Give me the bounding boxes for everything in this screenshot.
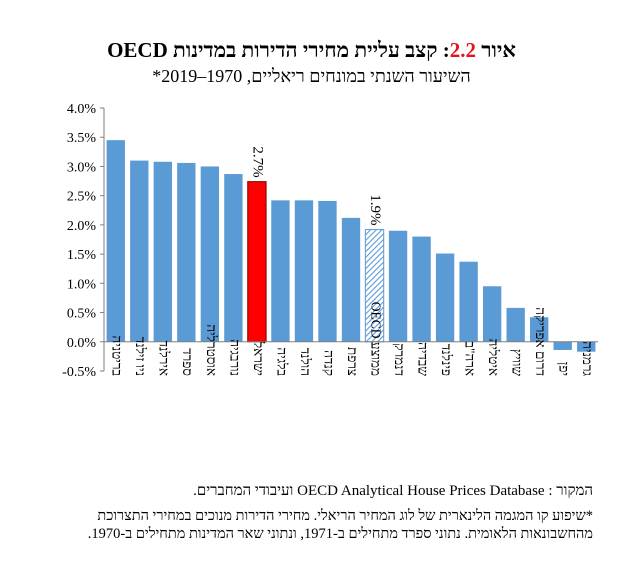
- x-tick-label: צרפת: [345, 347, 360, 376]
- chart-title-block: איור 2.2: קצב עליית מחירי הדירות במדינות…: [0, 38, 623, 87]
- bar: [247, 181, 267, 343]
- footnote: *שיפוע קו המגמה הלינארית של לוג המחיר הר…: [87, 508, 593, 542]
- bar: [294, 200, 314, 342]
- x-tick-label: ניו זילנד: [133, 337, 148, 376]
- x-tick-label: בלגיה: [274, 347, 289, 376]
- y-tick-label: 1.0%: [67, 277, 97, 292]
- bar: [130, 160, 149, 342]
- title-text: : קצב עליית מחירי הדירות במדינות OECD: [107, 38, 450, 62]
- bar: [506, 307, 525, 342]
- x-tick-label: דנמרק: [392, 343, 407, 376]
- oecd-data-label: 1.9%: [367, 194, 383, 225]
- y-tick-label: 0.0%: [67, 336, 97, 351]
- x-tick-label: דרום אפריקה: [533, 307, 548, 376]
- y-tick-label: 0.5%: [67, 307, 97, 322]
- x-tick-label: יפן: [557, 362, 572, 376]
- x-tick-label: ממוצע OECD: [368, 302, 383, 376]
- x-tick-label: בריטניה: [110, 335, 125, 376]
- y-tick-label: 2.0%: [67, 219, 97, 234]
- bar: [459, 261, 478, 342]
- y-tick-label: -0.5%: [62, 365, 96, 380]
- bar: [577, 341, 596, 352]
- bar: [271, 200, 290, 342]
- x-tick-label: נורבגיה: [227, 339, 242, 376]
- y-tick-label: 4.0%: [67, 102, 97, 117]
- title-figure-number: 2.2: [449, 38, 476, 62]
- y-tick-label: 3.0%: [67, 160, 97, 175]
- bar: [412, 236, 431, 342]
- bar: [530, 317, 549, 342]
- bar: [553, 341, 572, 350]
- chart-title: איור 2.2: קצב עליית מחירי הדירות במדינות…: [0, 38, 623, 62]
- bar: [341, 217, 361, 342]
- x-tick-label: ספרד: [180, 348, 195, 376]
- x-tick-label: אירלנד: [157, 341, 172, 376]
- y-tick-label: 1.5%: [67, 248, 97, 263]
- bar: [106, 140, 125, 342]
- x-tick-label: ישראל: [251, 341, 266, 376]
- x-tick-label: שוויץ: [510, 349, 525, 376]
- chart-subtitle: השיעור השנתי במונחים ריאליים, 1970–2019*: [152, 66, 471, 86]
- x-tick-label: ארה"ב: [463, 341, 478, 376]
- bar: [435, 253, 455, 342]
- x-tick-label: איטליה: [486, 339, 501, 376]
- x-tick-label: קנדה: [321, 350, 336, 376]
- x-tick-label: הולנד: [298, 348, 313, 376]
- bar: [318, 200, 337, 342]
- bar-chart: -0.5% 0.0% 0.5% 1.0% 1.5% 2.0% 2.5% 3.0% 3.5% 4.0…: [62, 102, 598, 380]
- y-tick-label: 3.5%: [67, 131, 97, 146]
- bar: [153, 161, 172, 342]
- bar: [388, 230, 408, 342]
- x-tick-label: גרמניה: [580, 341, 595, 376]
- bar: [177, 162, 196, 342]
- x-tick-label: שבדיה: [415, 342, 430, 376]
- bar: [482, 286, 502, 342]
- x-tick-label: אוסטרליה: [204, 324, 219, 376]
- x-tick-label: פינלנד: [439, 344, 454, 376]
- y-tick-label: 2.5%: [67, 190, 97, 205]
- israel-data-label: 2.7%: [249, 146, 265, 177]
- source-note: המקור : OECD Analytical House Prices Dat…: [193, 483, 593, 499]
- bar: [224, 174, 243, 342]
- title-prefix: איור: [481, 38, 516, 62]
- bar: [200, 166, 220, 342]
